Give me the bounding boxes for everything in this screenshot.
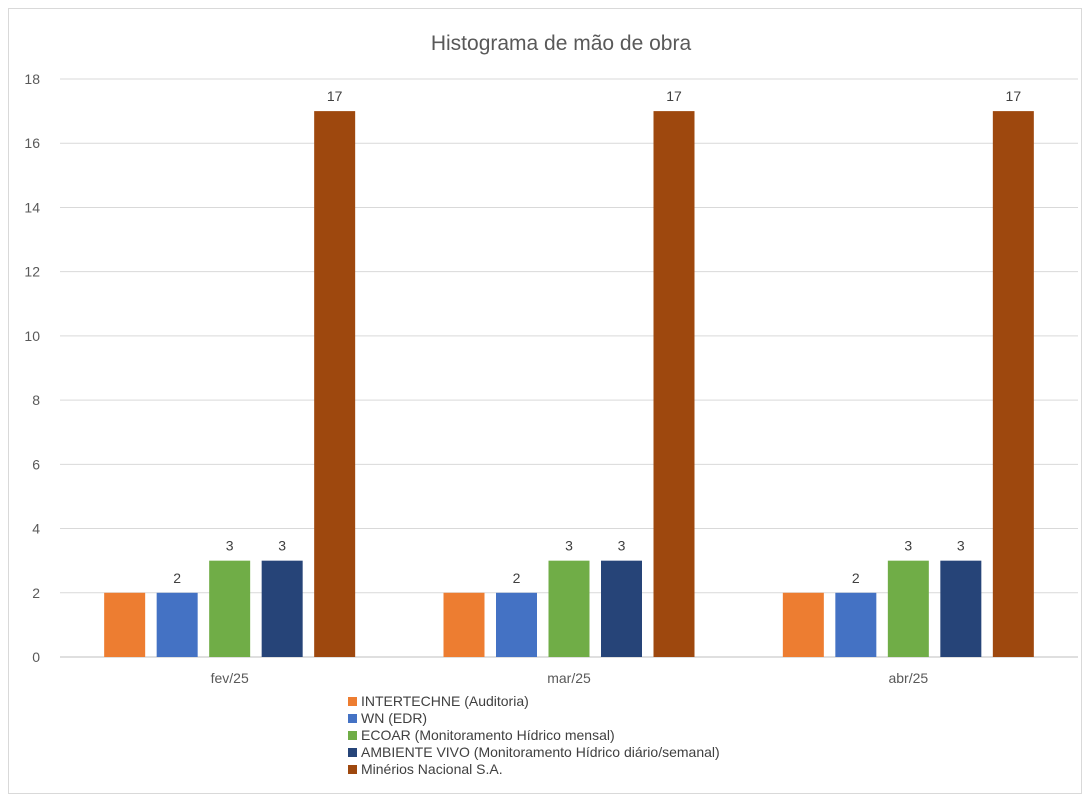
data-label: 2 [852, 570, 860, 586]
x-tick-label: mar/25 [547, 670, 591, 686]
y-axis: 0 2 4 6 8 10 12 14 16 18 [24, 71, 40, 665]
data-label: 3 [618, 538, 626, 554]
y-tick-label: 8 [32, 392, 40, 408]
data-label: 17 [1006, 88, 1022, 104]
data-label: 2 [173, 570, 181, 586]
data-label: 3 [957, 538, 965, 554]
bar [496, 592, 537, 657]
bar [835, 592, 877, 657]
bar [601, 560, 642, 657]
y-tick-label: 2 [32, 585, 40, 601]
bar [548, 560, 590, 657]
legend-swatch [348, 714, 357, 723]
y-tick-label: 12 [24, 264, 40, 280]
chart-frame [8, 8, 1082, 794]
data-label: 3 [226, 538, 234, 554]
legend: INTERTECHNE (Auditoria)WN (EDR)ECOAR (Mo… [348, 693, 720, 777]
data-label: 3 [278, 538, 286, 554]
legend-label: INTERTECHNE (Auditoria) [361, 693, 529, 709]
y-tick-label: 4 [32, 521, 40, 537]
data-label: 3 [565, 538, 573, 554]
legend-label: Minérios Nacional S.A. [361, 761, 503, 777]
chart-title: Histograma de mão de obra [431, 32, 692, 55]
bar [314, 111, 356, 658]
legend-label: WN (EDR) [361, 710, 427, 726]
y-tick-label: 18 [24, 71, 40, 87]
bar [782, 592, 824, 657]
data-label: 17 [327, 88, 343, 104]
bar [104, 592, 146, 657]
data-label: 3 [904, 538, 912, 554]
bar [887, 560, 929, 657]
bar [992, 111, 1034, 658]
legend-swatch [348, 731, 357, 740]
x-tick-label: fev/25 [211, 670, 249, 686]
y-tick-label: 16 [24, 135, 40, 151]
y-tick-label: 0 [32, 649, 40, 665]
legend-swatch [348, 765, 357, 774]
bar [443, 592, 485, 657]
bar [653, 111, 695, 658]
legend-swatch [348, 748, 357, 757]
data-labels: 2 3 3 17 2 3 3 17 2 3 3 17 [173, 88, 1021, 586]
data-label: 2 [513, 570, 521, 586]
x-axis: fev/25 mar/25 abr/25 [211, 670, 929, 686]
legend-label: AMBIENTE VIVO (Monitoramento Hídrico diá… [361, 744, 720, 760]
bars [104, 111, 1034, 658]
bar [156, 592, 198, 657]
x-tick-label: abr/25 [888, 670, 928, 686]
y-tick-label: 6 [32, 456, 40, 472]
bar [209, 560, 251, 657]
legend-swatch [348, 697, 357, 706]
legend-label: ECOAR (Monitoramento Hídrico mensal) [361, 727, 615, 743]
bar [940, 560, 982, 657]
bar [261, 560, 303, 657]
y-tick-label: 10 [24, 328, 40, 344]
y-tick-label: 14 [24, 199, 40, 215]
data-label: 17 [666, 88, 682, 104]
